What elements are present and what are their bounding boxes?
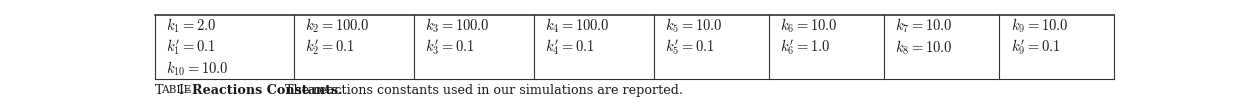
- Text: $k_5 = 10.0$: $k_5 = 10.0$: [665, 17, 723, 35]
- Text: $k_9 = 10.0$: $k_9 = 10.0$: [1010, 17, 1068, 35]
- Text: Reactions Constants.: Reactions Constants.: [192, 84, 343, 97]
- Text: I: I: [178, 84, 183, 97]
- Text: $k_2^{\prime} = 0.1$: $k_2^{\prime} = 0.1$: [306, 38, 355, 57]
- Text: $k_8 = 10.0$: $k_8 = 10.0$: [895, 38, 953, 57]
- Text: $k_5^{\prime} = 0.1$: $k_5^{\prime} = 0.1$: [665, 38, 714, 57]
- Text: ABLE: ABLE: [161, 85, 192, 95]
- Text: $k_2 = 100.0$: $k_2 = 100.0$: [306, 17, 370, 35]
- Text: –: –: [184, 84, 191, 97]
- Text: $k_3 = 100.0$: $k_3 = 100.0$: [426, 17, 490, 35]
- Text: $k_4^{\prime} = 0.1$: $k_4^{\prime} = 0.1$: [545, 38, 594, 57]
- Text: $k_4 = 100.0$: $k_4 = 100.0$: [545, 17, 610, 35]
- Text: $k_6 = 10.0$: $k_6 = 10.0$: [780, 17, 838, 35]
- Text: $k_9^{\prime} = 0.1$: $k_9^{\prime} = 0.1$: [1010, 38, 1060, 57]
- Text: $k_1 = 2.0$: $k_1 = 2.0$: [166, 17, 217, 35]
- Text: $k_{10} = 10.0$: $k_{10} = 10.0$: [166, 60, 229, 78]
- Text: $k_3^{\prime} = 0.1$: $k_3^{\prime} = 0.1$: [426, 38, 475, 57]
- Text: $k_7 = 10.0$: $k_7 = 10.0$: [895, 17, 953, 35]
- Text: $k_6^{\prime} = 1.0$: $k_6^{\prime} = 1.0$: [780, 38, 831, 57]
- Text: $k_1^{\prime} = 0.1$: $k_1^{\prime} = 0.1$: [166, 38, 215, 57]
- Text: T: T: [155, 84, 163, 97]
- Text: The reactions constants used in our simulations are reported.: The reactions constants used in our simu…: [285, 84, 682, 97]
